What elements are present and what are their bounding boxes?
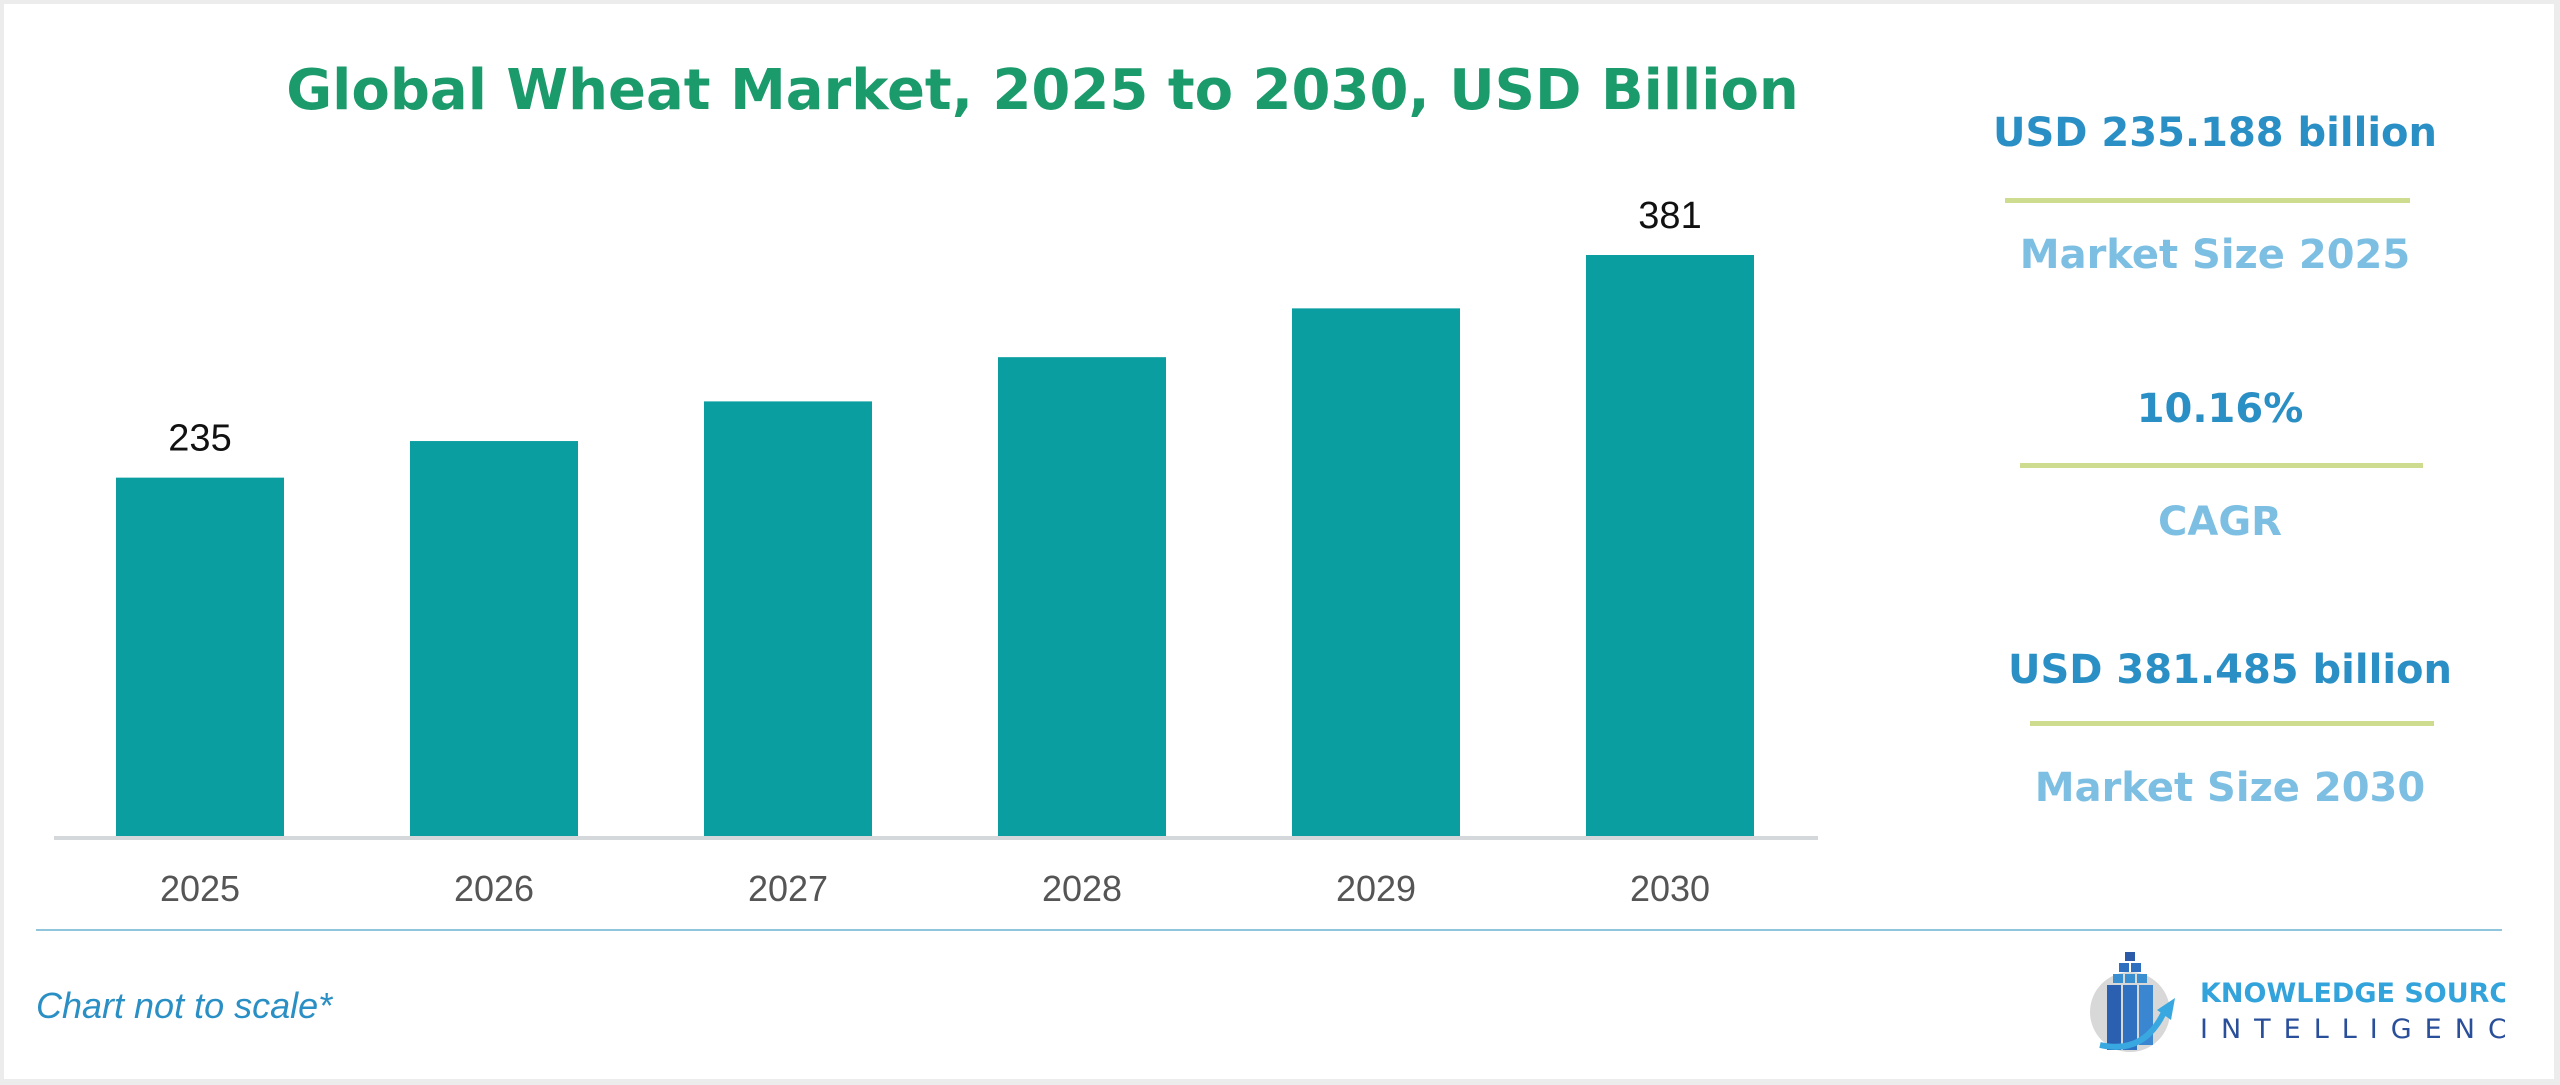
divider xyxy=(2005,198,2410,203)
market-size-2025-value: USD 235.188 billion xyxy=(1993,110,2437,156)
bar-2028 xyxy=(998,357,1166,836)
market-size-2030-label: Market Size 2030 xyxy=(2034,765,2426,811)
bar-2029 xyxy=(1292,308,1460,837)
bar-chart: 2025 235 2026 2027 2028 2029 2030 381 xyxy=(54,195,1818,909)
x-tick-label: 2026 xyxy=(454,868,534,909)
data-label: 235 xyxy=(168,418,231,460)
bar-2027 xyxy=(704,401,872,836)
footnote: Chart not to scale* xyxy=(36,985,333,1026)
cagr-label: CAGR xyxy=(2158,499,2282,545)
divider xyxy=(2020,463,2423,468)
divider xyxy=(2030,721,2434,726)
data-label: 381 xyxy=(1638,195,1701,237)
bar-2030 xyxy=(1586,255,1754,836)
footer-separator xyxy=(36,929,2502,931)
svg-text:KNOWLEDGE SOURCING: KNOWLEDGE SOURCING xyxy=(2200,978,2505,1009)
x-tick-label: 2030 xyxy=(1630,868,1710,909)
x-tick-label: 2025 xyxy=(160,868,240,909)
chart-title: Global Wheat Market, 2025 to 2030, USD B… xyxy=(286,58,1799,123)
knowledge-sourcing-logo: KNOWLEDGE SOURCING INTELLIGENCE xyxy=(2090,952,2505,1052)
x-tick-label: 2028 xyxy=(1042,868,1122,909)
cagr-value: 10.16% xyxy=(2136,386,2304,432)
bar-2026 xyxy=(410,441,578,836)
x-tick-label: 2027 xyxy=(748,868,828,909)
market-size-2030-value: USD 381.485 billion xyxy=(2008,647,2452,693)
x-tick-label: 2029 xyxy=(1336,868,1416,909)
svg-text:INTELLIGENCE: INTELLIGENCE xyxy=(2200,1014,2505,1045)
market-size-2025-label: Market Size 2025 xyxy=(2019,232,2411,278)
bar-2025 xyxy=(116,477,284,836)
